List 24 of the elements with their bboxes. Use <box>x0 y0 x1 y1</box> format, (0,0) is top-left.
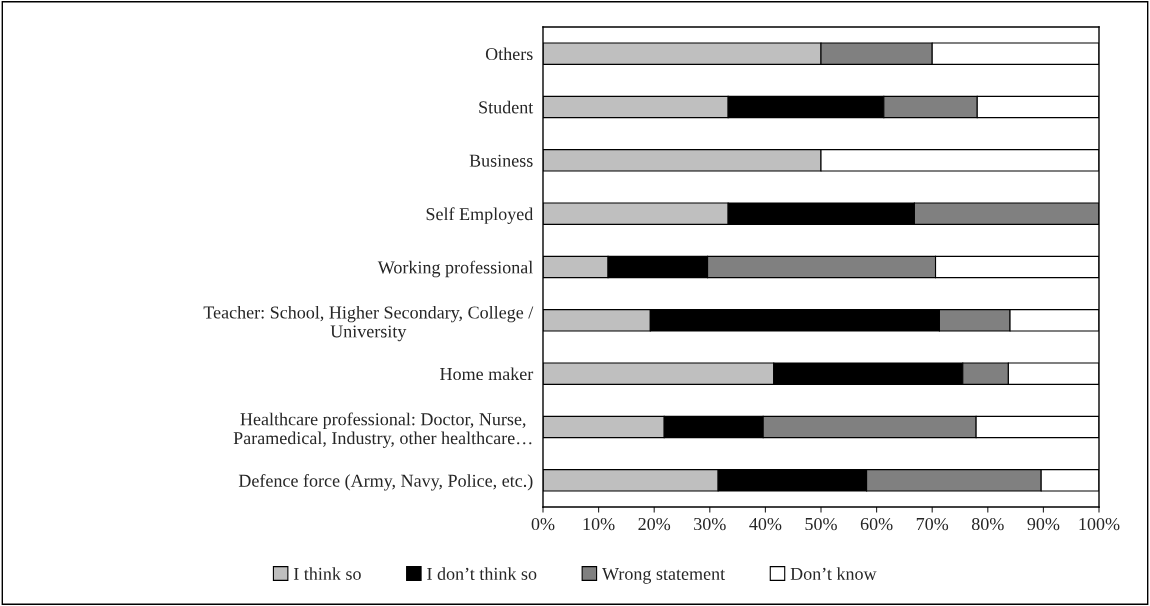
y-tick-label: Others <box>485 47 533 61</box>
legend-label: Don’t know <box>790 567 877 580</box>
legend-label: I don’t think so <box>427 567 537 580</box>
legend-label: I think so <box>293 567 361 580</box>
y-tick-label: Teacher: School, Higher Secondary, College / University <box>203 305 534 342</box>
y-tick-label: Business <box>469 154 533 167</box>
x-tick-label: 20% <box>638 517 671 531</box>
y-tick-label: Working professional <box>377 260 533 278</box>
x-tick-label: 70% <box>916 517 949 531</box>
x-tick-label: 10% <box>583 517 615 531</box>
x-tick-label: 60% <box>860 517 893 531</box>
x-tick-label: 30% <box>694 517 726 531</box>
y-tick-label: Student <box>479 100 534 114</box>
x-tick-label: 80% <box>971 517 1004 531</box>
x-tick-label: 40% <box>749 517 782 531</box>
x-tick-label: 0% <box>531 517 555 531</box>
x-tick-label: 100% <box>1079 517 1120 531</box>
y-tick-label: Self Employed <box>426 207 534 224</box>
x-tick-label: 90% <box>1027 517 1060 531</box>
y-tick-label: Defence force (Army, Navy, Police, etc.) <box>238 473 533 491</box>
y-tick-label: Home maker <box>440 367 534 381</box>
x-tick-label: 50% <box>805 517 837 531</box>
legend-label: Wrong statement <box>602 567 726 584</box>
y-tick-label: Healthcare professional: Doctor, Nurse, Paramedical, Industry, other healthcare… <box>233 412 532 448</box>
